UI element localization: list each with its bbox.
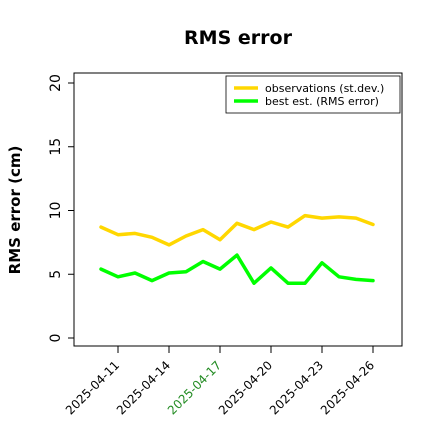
x-tick-label: 2025-04-23	[267, 358, 326, 417]
legend-label-best-estimate: best est. (RMS error)	[265, 95, 379, 108]
plot-area	[73, 72, 403, 347]
y-axis: 0 5 10 15 20	[48, 74, 74, 342]
y-tick-label: 0	[48, 334, 64, 343]
legend: observations (st.dev.) best est. (RMS er…	[225, 75, 401, 114]
x-tick-label: 2025-04-11	[63, 358, 122, 417]
x-tick-label: 2025-04-14	[114, 358, 173, 417]
y-tick-label: 10	[48, 202, 64, 220]
x-tick-label: 2025-04-20	[216, 358, 275, 417]
y-tick-label: 20	[48, 74, 64, 92]
series-line-observations	[99, 213, 375, 247]
series-line-best-estimate	[99, 253, 375, 285]
x-axis: 2025-04-112025-04-142025-04-172025-04-20…	[63, 346, 377, 417]
y-tick-label: 5	[48, 270, 64, 279]
y-axis-label: RMS error (cm)	[6, 146, 24, 275]
chart-title: RMS error	[184, 27, 293, 49]
x-tick-label: 2025-04-26	[318, 358, 377, 417]
y-tick-label: 15	[48, 138, 64, 156]
x-tick-label: 2025-04-17	[165, 358, 224, 417]
legend-box	[225, 75, 401, 114]
series-layer	[99, 213, 375, 285]
legend-label-observations: observations (st.dev.)	[265, 82, 384, 95]
